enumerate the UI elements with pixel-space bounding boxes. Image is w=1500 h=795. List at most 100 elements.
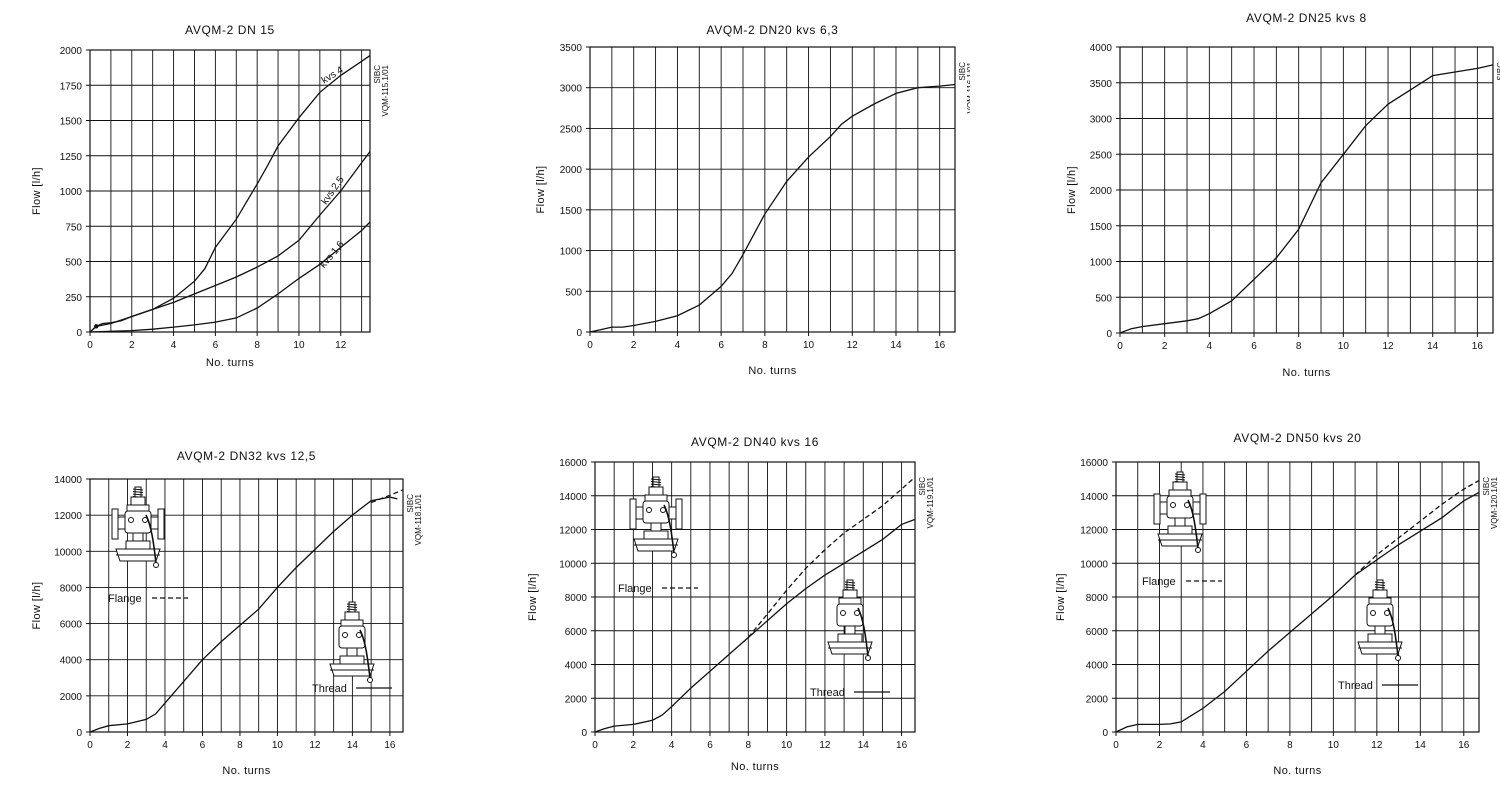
y-tick-label: 500 — [65, 258, 82, 269]
y-tick-label: 2000 — [60, 692, 83, 703]
x-tick-label: 14 — [1415, 740, 1427, 751]
x-tick-label: 4 — [1200, 740, 1206, 751]
y-tick-label: 8000 — [1086, 593, 1109, 604]
y-tick-label: 4000 — [565, 661, 588, 672]
x-tick-label: 0 — [87, 340, 93, 351]
x-tick-label: 6 — [200, 740, 206, 751]
y-tick-label: 2500 — [560, 124, 583, 135]
y-tick-label: 2000 — [1086, 694, 1109, 705]
y-tick-label: 1250 — [60, 152, 83, 163]
y-tick-label: 500 — [1095, 293, 1112, 304]
chart-dn50-svg: AVQM-2 DN50 kvs 20 0 2 4 6 8 10 12 14 16 0 2000 4000… — [1055, 431, 1499, 777]
chart-dn25: AVQM-2 DN25 kvs 8 0 2 4 6 8 10 12 14 16 0 500 1000 15… — [1030, 0, 1500, 395]
y-tick-label: 250 — [65, 293, 82, 304]
x-tick-label: 0 — [587, 340, 593, 351]
series-line-2 — [89, 151, 371, 333]
y-tick-label: 1000 — [560, 247, 583, 258]
y-tick-label: 6000 — [565, 627, 588, 638]
thread-valve-icon — [329, 601, 375, 683]
x-tick-label: 0 — [592, 740, 598, 751]
y-tick-label: 0 — [1106, 329, 1112, 340]
chart-dn50: AVQM-2 DN50 kvs 20 0 2 4 6 8 10 12 14 16 0 2000 4000… — [1030, 420, 1500, 795]
x-tick-label: 12 — [847, 340, 859, 351]
x-tick-label: 12 — [335, 340, 347, 351]
y-tick-label: 750 — [65, 222, 82, 233]
y-tick-label: 500 — [565, 287, 582, 298]
series-line-1 — [589, 83, 956, 333]
drawing-code: SIBCVQM-118.1/01 — [406, 493, 423, 545]
x-tick-label: 14 — [347, 740, 359, 751]
x-tick-label: 2 — [1162, 341, 1168, 352]
series-line-2 — [1354, 480, 1480, 576]
x-tick-label: 12 — [1382, 341, 1394, 352]
chart-dn32-svg: AVQM-2 DN32 kvs 12,5 0 2 4 6 8 10 12 14 16 0 2000 40… — [31, 449, 423, 777]
y-tick-label: 14000 — [559, 492, 587, 503]
y-tick-label: 4000 — [1086, 661, 1109, 672]
chart-title: AVQM-2 DN20 kvs 6,3 — [707, 23, 839, 37]
x-tick-label: 6 — [718, 340, 724, 351]
y-tick-label: 8000 — [60, 583, 83, 594]
x-tick-label: 6 — [707, 740, 713, 751]
y-axis-label: Flow [l/h] — [31, 581, 43, 629]
y-tick-label: 4000 — [60, 656, 83, 667]
chart-dn40: AVQM-2 DN40 kvs 16 0 2 4 6 8 10 12 14 16 0 2000 4000… — [510, 420, 980, 795]
x-tick-label: 8 — [1287, 740, 1293, 751]
series-line-1 — [1115, 491, 1480, 733]
x-tick-label: 4 — [171, 340, 177, 351]
y-tick-label: 1750 — [60, 81, 83, 92]
flange-valve-icon — [1153, 471, 1207, 553]
y-tick-label: 16000 — [559, 458, 587, 469]
chart-dn15-svg: AVQM-2 DN 15 0 2 4 6 8 10 12 0 250 500 750 1000 1250 1… — [31, 23, 390, 369]
x-axis-label: No. turns — [748, 365, 796, 377]
y-tick-label: 3500 — [560, 43, 583, 54]
chart-title: AVQM-2 DN25 kvs 8 — [1246, 11, 1367, 25]
legend-thread-label: Thread — [312, 683, 347, 695]
series-label: kvs 1,6 — [318, 239, 347, 271]
x-tick-label: 2 — [1157, 740, 1163, 751]
plot-frame — [589, 46, 956, 333]
series-line-2 — [747, 476, 916, 638]
drawing-code: SIBCVQM-116.1/01 — [958, 61, 970, 113]
y-tick-label: 1500 — [560, 206, 583, 217]
y-tick-label: 1000 — [60, 187, 83, 198]
x-tick-label: 2 — [631, 340, 637, 351]
y-tick-label: 3000 — [1090, 115, 1113, 126]
y-tick-label: 14000 — [54, 475, 82, 486]
series-line-1 — [89, 496, 398, 733]
chart-dn25-svg: AVQM-2 DN25 kvs 8 0 2 4 6 8 10 12 14 16 0 500 1000 15… — [1066, 11, 1500, 379]
chart-title: AVQM-2 DN40 kvs 16 — [691, 435, 819, 449]
chart-dn20-svg: AVQM-2 DN20 kvs 6,3 0 2 4 6 8 10 12 14 16 0 500 1000… — [535, 23, 975, 377]
y-tick-label: 2000 — [560, 165, 583, 176]
x-tick-label: 6 — [213, 340, 219, 351]
x-tick-label: 6 — [1251, 341, 1257, 352]
x-tick-label: 10 — [781, 740, 793, 751]
chart-dn20: AVQM-2 DN20 kvs 6,3 0 2 4 6 8 10 12 14 16 0 500 1000… — [500, 0, 975, 395]
y-tick-label: 6000 — [60, 620, 83, 631]
series-line-3 — [89, 221, 371, 333]
y-tick-label: 1500 — [60, 117, 83, 128]
series-line-1 — [1119, 64, 1494, 334]
series-line-2 — [370, 489, 404, 504]
x-tick-label: 8 — [237, 740, 243, 751]
y-tick-label: 2000 — [565, 694, 588, 705]
x-tick-label: 2 — [129, 340, 135, 351]
x-tick-label: 10 — [1328, 740, 1340, 751]
y-tick-label: 14000 — [1080, 492, 1108, 503]
legend-flange-label: Flange — [1142, 576, 1176, 588]
drawing-code: SIBCVQM-120.1/01 — [1482, 476, 1499, 529]
y-tick-label: 1500 — [1090, 222, 1113, 233]
y-tick-label: 0 — [581, 728, 587, 739]
chart-title: AVQM-2 DN 15 — [185, 23, 275, 37]
y-tick-label: 0 — [1102, 728, 1108, 739]
x-tick-label: 14 — [890, 340, 902, 351]
y-tick-label: 6000 — [1086, 627, 1109, 638]
x-axis-label: No. turns — [206, 357, 254, 369]
x-tick-label: 14 — [858, 740, 870, 751]
y-tick-label: 0 — [76, 328, 82, 339]
x-tick-label: 16 — [934, 340, 946, 351]
x-tick-label: 10 — [803, 340, 815, 351]
chart-title: AVQM-2 DN32 kvs 12,5 — [177, 449, 316, 463]
y-tick-label: 1000 — [1090, 258, 1113, 269]
y-tick-label: 3000 — [560, 84, 583, 95]
x-tick-label: 8 — [746, 740, 752, 751]
